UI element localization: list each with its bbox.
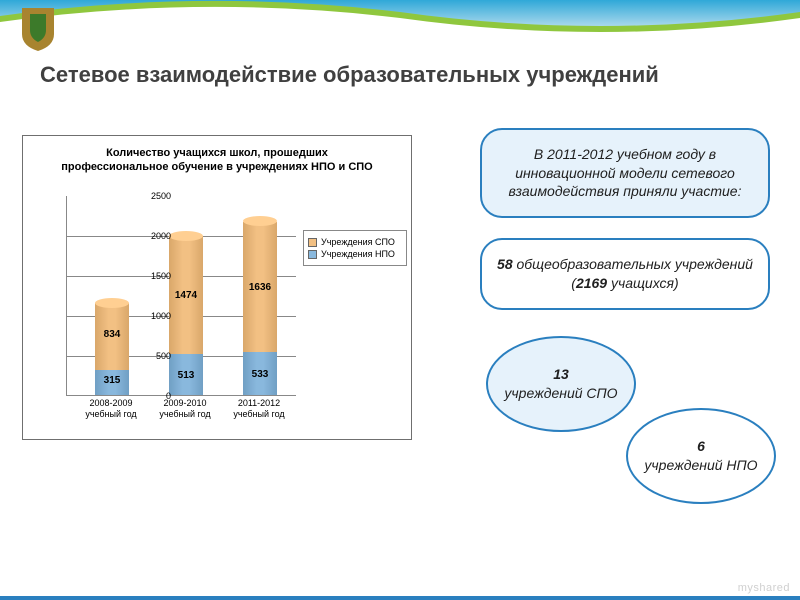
bar-value-spo: 1474	[159, 290, 213, 301]
bar-value-spo: 834	[85, 329, 139, 340]
info-bubble-spo: 13учреждений СПО	[486, 336, 636, 432]
legend-item: Учреждения СПО	[308, 237, 402, 247]
bubble-text: 13учреждений СПО	[504, 365, 617, 403]
bar-cap	[169, 231, 203, 241]
info-bubble-schools: 58 общеобразовательных учреждений (2169 …	[480, 238, 770, 310]
bubble-text: 58 общеобразовательных учреждений (2169 …	[497, 255, 753, 293]
chart-plot: 315 834 513 1474 533 1636	[66, 196, 296, 396]
chart-legend: Учреждения СПО Учреждения НПО	[303, 230, 407, 266]
legend-swatch	[308, 238, 317, 247]
y-tick-label: 2000	[139, 231, 171, 241]
info-bubble-participation: В 2011-2012 учебном году в инновационной…	[480, 128, 770, 218]
x-category-label: 2008-2009 учебный год	[73, 398, 149, 420]
x-category-label: 2011-2012 учебный год	[221, 398, 297, 420]
region-emblem	[18, 6, 58, 52]
page-title: Сетевое взаимодействие образовательных у…	[40, 62, 659, 88]
watermark: myshared	[738, 582, 790, 594]
legend-label: Учреждения СПО	[321, 237, 395, 247]
y-tick-label: 1000	[139, 311, 171, 321]
legend-item: Учреждения НПО	[308, 249, 402, 259]
legend-swatch	[308, 250, 317, 259]
chart-title: Количество учащихся школ, прошедших проф…	[23, 136, 411, 181]
y-tick-label: 500	[139, 351, 171, 361]
x-category-label: 2009-2010 учебный год	[147, 398, 223, 420]
bubble-text: В 2011-2012 учебном году в инновационной…	[496, 145, 754, 202]
chart-container: Количество учащихся школ, прошедших проф…	[22, 135, 412, 440]
y-tick-label: 1500	[139, 271, 171, 281]
bar-value-npo: 315	[85, 375, 139, 386]
footer-line	[0, 596, 800, 600]
bar-value-npo: 533	[233, 369, 287, 380]
info-bubble-npo: 6учреждений НПО	[626, 408, 776, 504]
header-wave	[0, 0, 800, 55]
y-tick-label: 2500	[139, 191, 171, 201]
bubble-text: 6учреждений НПО	[644, 437, 757, 475]
legend-label: Учреждения НПО	[321, 249, 395, 259]
bar-value-npo: 513	[159, 370, 213, 381]
bar-value-spo: 1636	[233, 282, 287, 293]
